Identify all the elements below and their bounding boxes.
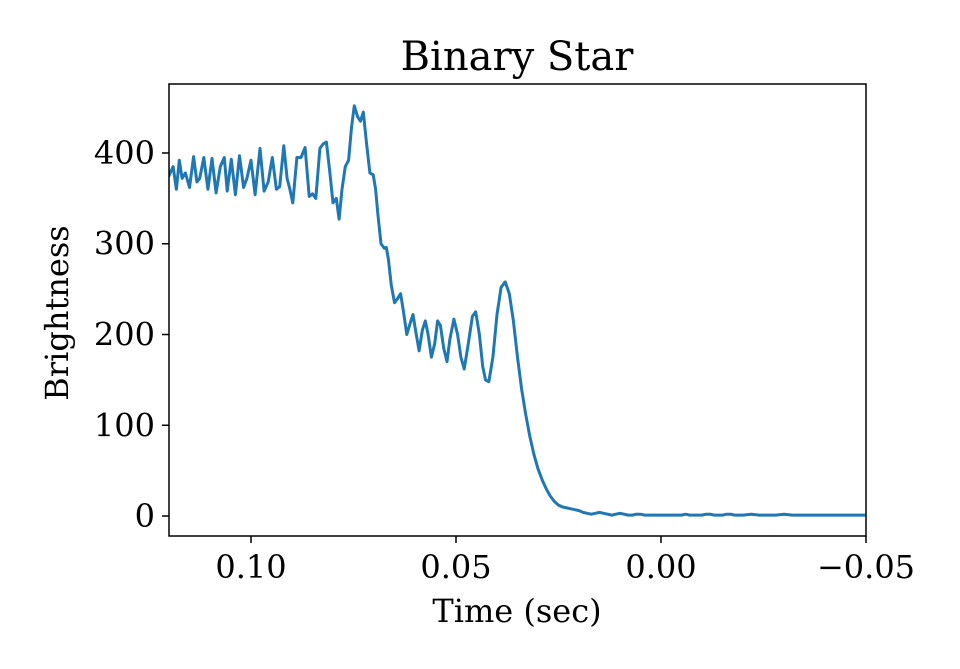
plot-frame <box>168 83 867 537</box>
y-axis-label: Brightness <box>38 225 76 400</box>
x-tick-label: 0.10 <box>215 548 286 586</box>
x-axis-ticks: 0.10 0.05 0.00 −0.05 <box>215 536 915 586</box>
series-line <box>169 104 866 517</box>
x-tick-label: 0.05 <box>420 548 491 586</box>
plot-area <box>168 83 867 537</box>
y-tick-label: 100 <box>94 406 155 444</box>
y-tick-label: 200 <box>94 316 155 354</box>
chart-title: Binary Star <box>401 34 635 80</box>
y-tick-label: 400 <box>94 134 155 172</box>
x-axis-label: Time (sec) <box>432 592 601 630</box>
x-tick-label: −0.05 <box>817 548 915 586</box>
y-axis-ticks: 0 100 200 300 400 <box>94 134 169 535</box>
x-tick-label: 0.00 <box>625 548 696 586</box>
y-tick-label: 0 <box>135 497 155 535</box>
y-tick-label: 300 <box>94 225 155 263</box>
